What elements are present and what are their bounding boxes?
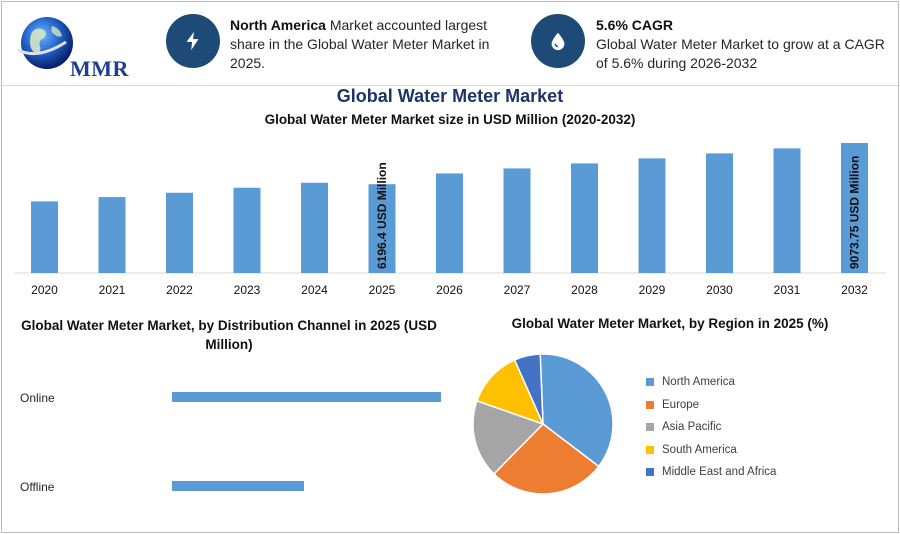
pie-slice-south-america (475, 359, 545, 426)
header-divider (0, 85, 898, 86)
highlight-cagr: 5.6% CAGR Global Water Meter Market to gr… (596, 17, 885, 71)
bar-2029 (638, 158, 666, 273)
legend-swatch (646, 400, 654, 409)
legend-item-europe: Europe (646, 394, 776, 417)
bar-2028 (571, 163, 598, 273)
tick-label-2029: 2029 (639, 283, 666, 297)
logo-text: MMR (70, 56, 129, 81)
bar-2027 (503, 168, 531, 273)
bar-2020 (31, 201, 58, 273)
bar-2022 (166, 192, 193, 273)
drop-icon (531, 14, 585, 68)
pie-slice-europe (492, 423, 600, 495)
tick-label-2031: 2031 (774, 283, 801, 297)
legend-item-middle-east-and-africa: Middle East and Africa (646, 461, 776, 484)
channel-bar-online (172, 392, 441, 402)
channel-label-online: Online (20, 391, 55, 405)
legend-label: Middle East and Africa (662, 466, 777, 479)
channel-label-offline: Offline (20, 480, 55, 494)
data-label-2032: 9073.75 USD Million (848, 156, 862, 269)
region-chart-title: Global Water Meter Market, by Region in … (511, 316, 829, 331)
bar-2030 (706, 153, 733, 273)
lightning-icon (166, 14, 220, 68)
tick-label-2021: 2021 (99, 283, 126, 297)
tick-label-2022: 2022 (166, 283, 193, 297)
bar-2025 (368, 184, 396, 273)
legend-swatch (646, 445, 654, 454)
tick-label-2020: 2020 (31, 283, 58, 297)
bar-2024 (301, 182, 328, 273)
pie-slice-north-america (539, 353, 614, 468)
pie-slice-middle-east-and-africa (513, 353, 544, 425)
legend-label: Asia Pacific (662, 421, 722, 434)
legend-label: Europe (662, 398, 700, 411)
mmr-logo: MMR (14, 12, 144, 81)
legend-swatch (646, 423, 654, 432)
legend-item-south-america: South America (646, 439, 776, 462)
bar-2021 (98, 197, 126, 273)
tick-label-2024: 2024 (301, 283, 328, 297)
legend-item-asia-pacific: Asia Pacific (646, 416, 776, 439)
distribution-chart-title: Global Water Meter Market, by Distributi… (21, 318, 437, 352)
tick-label-2023: 2023 (234, 283, 261, 297)
legend-item-north-america: North America (646, 371, 776, 394)
channel-bar-offline (172, 481, 304, 491)
legend-swatch (646, 468, 654, 477)
tick-label-2027: 2027 (504, 283, 531, 297)
data-label-2025: 6196.4 USD Million (375, 162, 389, 269)
legend-swatch (646, 378, 654, 387)
legend-label: South America (662, 443, 737, 456)
region-pie-chart (472, 353, 614, 495)
pie-slice-asia-pacific (472, 399, 545, 475)
legend-label: North America (662, 376, 735, 389)
main-title: Global Water Meter Market (336, 86, 564, 106)
bar-2032 (841, 143, 868, 273)
globe-icon (17, 17, 73, 69)
tick-label-2025: 2025 (369, 283, 396, 297)
market-size-bar-chart: 2020 2021 2022 2023 2024 2025 6196.4 USD Milli… (14, 143, 886, 297)
tick-label-2028: 2028 (571, 283, 598, 297)
bar-chart-title: Global Water Meter Market size in USD Mi… (264, 112, 636, 127)
bar-2023 (233, 187, 261, 273)
tick-label-2026: 2026 (436, 283, 463, 297)
bar-2026 (436, 173, 463, 273)
region-legend: North America Europe Asia Pacific South Ame… (646, 371, 776, 484)
tick-label-2032: 2032 (841, 283, 868, 297)
bar-2031 (773, 148, 801, 273)
highlight-north-america: North America Market accounted largest s… (230, 17, 490, 71)
tick-label-2030: 2030 (706, 283, 733, 297)
